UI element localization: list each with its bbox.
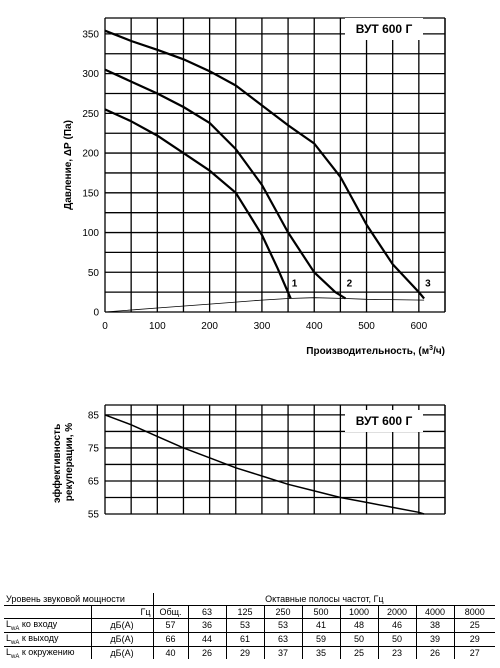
pressure-curve-3: [104, 29, 425, 300]
y-tick-label: 350: [82, 29, 99, 40]
row-value: 59: [301, 631, 341, 647]
freq-cell: 1000: [339, 605, 379, 619]
efficiency-model-box: [345, 410, 423, 432]
row-value: 46: [377, 618, 417, 633]
row-value: 50: [339, 631, 379, 647]
row-value: 35: [301, 645, 341, 660]
y-tick-label: 150: [82, 188, 99, 199]
row-value: 29: [225, 645, 265, 660]
pressure-x-ticks: 0 100 200 300 400 500 600: [102, 321, 427, 332]
curve-label-1: 1: [292, 278, 298, 289]
row-value: 39: [415, 631, 455, 647]
row-value: 26: [187, 645, 227, 660]
row-value: 38: [415, 618, 455, 633]
y-tick-label: 75: [88, 443, 100, 454]
sound-table-blank-cell: [4, 605, 92, 619]
y-tick-label: 250: [82, 109, 99, 120]
row-label: LwA к окружению: [4, 645, 92, 660]
row-label: LwA ко входу: [4, 618, 92, 633]
x-tick-label: 200: [201, 321, 218, 332]
sound-table-freq-row: Гц Общ. 63 125 250 500 1000 2000 4000 80…: [4, 605, 496, 619]
row-value: 25: [453, 618, 496, 633]
y-tick-label: 200: [82, 149, 99, 160]
pressure-curve-1: [104, 108, 292, 299]
sound-row-outlet: LwA к выходу дБ(А) 66 44 61 63 59 50 50 …: [4, 631, 496, 647]
pressure-curves: [104, 29, 425, 313]
freq-cell: 63: [187, 605, 227, 619]
row-total: 40: [152, 645, 189, 660]
pressure-curve-2: [104, 68, 347, 300]
freq-cell: 250: [263, 605, 303, 619]
row-value: 29: [453, 631, 496, 647]
efficiency-limit-line: [104, 297, 425, 313]
row-value: 44: [187, 631, 227, 647]
pressure-curve-labels: 1 2 3: [292, 278, 431, 289]
row-unit: дБ(А): [90, 618, 154, 633]
sound-table-total-header: Общ.: [152, 605, 189, 619]
freq-cell: 8000: [453, 605, 496, 619]
curve-label-3: 3: [425, 278, 431, 289]
row-value: 53: [263, 618, 303, 633]
x-tick-label: 500: [358, 321, 375, 332]
efficiency-chart: 55 65 75 85 ВУТ 600 Г эффективность рекупер…: [51, 404, 446, 521]
row-value: 23: [377, 645, 417, 660]
y-tick-label: 65: [88, 476, 100, 487]
efficiency-y-ticks: 55 65 75 85: [88, 410, 100, 520]
y-tick-label: 85: [88, 410, 100, 421]
row-value: 61: [225, 631, 265, 647]
y-tick-label: 50: [88, 268, 100, 279]
row-value: 27: [453, 645, 496, 660]
row-value: 36: [187, 618, 227, 633]
sound-table-unit-header: Гц: [90, 605, 154, 619]
efficiency-model-label: ВУТ 600 Г: [356, 414, 413, 428]
row-value: 48: [339, 618, 379, 633]
pressure-model-box: [345, 18, 423, 40]
row-value: 37: [263, 645, 303, 660]
row-total: 57: [152, 618, 189, 633]
row-label: LwA к выходу: [4, 631, 92, 647]
x-tick-label: 300: [254, 321, 271, 332]
row-value: 63: [263, 631, 303, 647]
pressure-x-axis-title: Производительность, (м3/ч): [306, 345, 445, 357]
x-tick-label: 400: [306, 321, 323, 332]
freq-cell: 500: [301, 605, 341, 619]
x-tick-label: 0: [102, 321, 108, 332]
y-tick-label: 300: [82, 69, 99, 80]
pressure-chart: 0 50 100 150 200 250 300 350 0 100 200 300 400 500 60…: [63, 17, 446, 357]
sound-row-surroundings: LwA к окружению дБ(А) 40 26 29 37 35 25 …: [4, 645, 496, 660]
freq-cell: 2000: [377, 605, 417, 619]
sound-power-table: Уровень звуковой мощности Октавные полос…: [4, 593, 496, 660]
pressure-grid: [104, 17, 446, 313]
curve-label-2: 2: [347, 278, 353, 289]
pressure-y-ticks: 0 50 100 150 200 250 300 350: [82, 29, 99, 318]
row-value: 26: [415, 645, 455, 660]
efficiency-y-axis-title: эффективность рекуперации, %: [51, 421, 75, 503]
freq-cell: 4000: [415, 605, 455, 619]
pressure-model-label: ВУТ 600 Г: [356, 22, 413, 36]
efficiency-curve: [104, 414, 425, 515]
x-tick-label: 600: [411, 321, 428, 332]
sound-table-title: Уровень звуковой мощности: [4, 593, 154, 606]
row-total: 66: [152, 631, 189, 647]
efficiency-curve-line: [104, 414, 425, 515]
pressure-y-axis-title: Давление, ΔР (Па): [63, 120, 74, 210]
y-tick-label: 100: [82, 228, 99, 239]
row-unit: дБ(А): [90, 631, 154, 647]
row-value: 41: [301, 618, 341, 633]
freq-cell: 125: [225, 605, 265, 619]
sound-row-inlet: LwA ко входу дБ(А) 57 36 53 53 41 48 46 …: [4, 618, 496, 633]
row-value: 53: [225, 618, 265, 633]
row-value: 25: [339, 645, 379, 660]
row-value: 50: [377, 631, 417, 647]
row-unit: дБ(А): [90, 645, 154, 660]
sound-table-bands-title: Октавные полосы частот, Гц: [152, 593, 496, 606]
sound-table-header-row: Уровень звуковой мощности Октавные полос…: [4, 593, 496, 606]
x-tick-label: 100: [149, 321, 166, 332]
y-tick-label: 55: [88, 510, 100, 521]
y-tick-label: 0: [93, 308, 99, 319]
